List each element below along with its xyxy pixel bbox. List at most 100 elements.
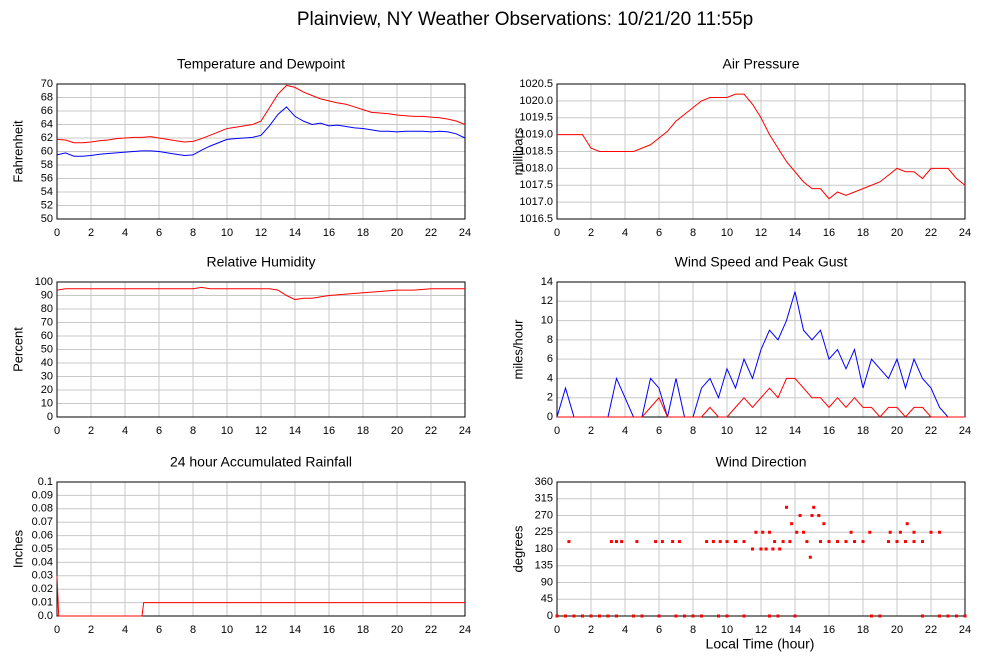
plot-frame xyxy=(556,281,966,418)
x-tick-label: 18 xyxy=(357,425,369,437)
y-tick-label: 1017.5 xyxy=(519,179,553,191)
point xyxy=(677,540,681,544)
point xyxy=(734,540,737,544)
series-line xyxy=(56,575,465,617)
x-tick-label: 6 xyxy=(656,425,662,437)
x-tick-label: 22 xyxy=(925,227,937,239)
chart-title: Wind Speed and Peak Gust xyxy=(675,254,848,270)
y-axis-label: Percent xyxy=(10,327,25,372)
x-tick-label: 0 xyxy=(54,425,60,437)
y-tick-label: 180 xyxy=(535,543,553,555)
y-tick-label: 135 xyxy=(535,560,553,572)
point xyxy=(888,530,892,534)
y-tick-label: 62 xyxy=(41,132,53,144)
x-tick-label: 14 xyxy=(289,227,301,239)
y-tick-label: 1017.0 xyxy=(519,196,553,208)
y-tick-label: 70 xyxy=(41,78,53,90)
point xyxy=(938,614,941,618)
y-axis-label: Inches xyxy=(10,529,25,568)
point xyxy=(963,614,967,618)
point xyxy=(781,540,785,544)
y-tick-label: 14 xyxy=(541,276,553,288)
chart-title: Temperature and Dewpoint xyxy=(177,56,345,72)
y-tick-label: 20 xyxy=(41,384,53,396)
series-line xyxy=(56,106,466,157)
point xyxy=(795,530,799,534)
x-tick-label: 20 xyxy=(391,624,403,636)
point xyxy=(790,522,794,526)
y-tick-label: 0 xyxy=(547,411,553,423)
y-tick-label: 30 xyxy=(41,370,53,382)
point xyxy=(849,530,853,534)
point xyxy=(691,614,695,618)
point xyxy=(773,540,777,544)
point xyxy=(759,547,763,551)
x-tick-label: 2 xyxy=(88,624,94,636)
point xyxy=(778,547,782,551)
point xyxy=(822,522,826,526)
y-tick-label: 0.03 xyxy=(32,570,53,582)
series-line xyxy=(557,93,966,200)
y-tick-label: 60 xyxy=(41,145,53,157)
y-tick-label: 0 xyxy=(547,610,553,622)
x-tick-label: 10 xyxy=(721,227,733,239)
x-tick-label: 16 xyxy=(823,227,835,239)
point xyxy=(905,522,909,526)
point xyxy=(868,530,872,534)
plot-frame xyxy=(56,83,466,220)
point xyxy=(609,540,613,544)
point xyxy=(705,540,709,544)
point xyxy=(598,614,601,618)
point xyxy=(683,614,686,618)
x-tick-label: 24 xyxy=(959,624,971,636)
point xyxy=(812,505,816,509)
x-tick-label: 14 xyxy=(289,624,301,636)
point xyxy=(635,540,639,544)
y-axis-label: millibars xyxy=(510,127,525,175)
x-tick-label: 24 xyxy=(959,425,971,437)
x-tick-label: 8 xyxy=(190,624,196,636)
point xyxy=(898,530,902,534)
point xyxy=(764,547,768,551)
x-tick-label: 10 xyxy=(221,624,233,636)
y-tick-label: 100 xyxy=(35,276,53,288)
point xyxy=(887,540,890,544)
point xyxy=(717,614,720,618)
point xyxy=(810,514,814,517)
point xyxy=(620,540,624,544)
x-tick-label: 4 xyxy=(622,227,628,239)
point xyxy=(615,614,618,618)
x-tick-label: 16 xyxy=(823,425,835,437)
x-tick-label: 24 xyxy=(459,227,471,239)
point xyxy=(589,614,593,618)
x-tick-label: 12 xyxy=(755,425,767,437)
y-tick-label: 225 xyxy=(535,526,553,538)
point xyxy=(572,614,576,618)
x-tick-label: 24 xyxy=(459,425,471,437)
point xyxy=(946,614,950,618)
x-tick-label: 2 xyxy=(88,227,94,239)
point xyxy=(836,540,839,544)
y-tick-label: 0.1 xyxy=(38,476,53,488)
point xyxy=(640,614,644,618)
y-tick-label: 1018.5 xyxy=(519,145,553,157)
x-tick-label: 2 xyxy=(88,425,94,437)
y-tick-label: 0.06 xyxy=(32,530,53,542)
point xyxy=(921,540,924,544)
point xyxy=(660,540,664,544)
point xyxy=(788,540,792,544)
x-tick-label: 6 xyxy=(656,227,662,239)
x-tick-label: 18 xyxy=(857,624,869,636)
x-tick-label: 10 xyxy=(721,425,733,437)
series-line xyxy=(56,286,465,301)
x-tick-label: 0 xyxy=(554,425,560,437)
y-tick-label: 0.09 xyxy=(32,489,53,501)
chart-title: Air Pressure xyxy=(722,56,799,72)
point xyxy=(725,614,729,618)
point xyxy=(844,540,848,544)
y-tick-label: 50 xyxy=(41,343,53,355)
point xyxy=(700,614,703,618)
x-tick-label: 14 xyxy=(789,624,801,636)
y-tick-label: 0.05 xyxy=(32,543,53,555)
